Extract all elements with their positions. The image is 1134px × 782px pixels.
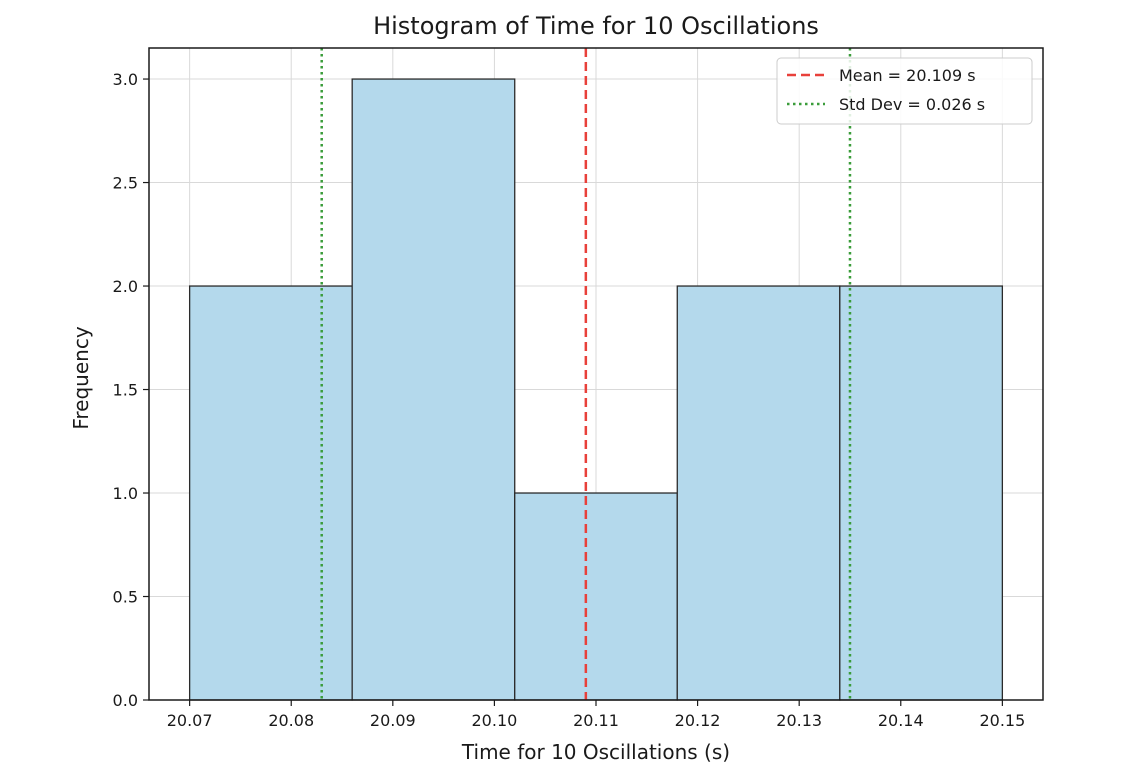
y-tick-label-4: 2.0 bbox=[113, 277, 138, 296]
x-tick-label-5: 20.12 bbox=[675, 711, 721, 730]
histogram-bar-2 bbox=[514, 492, 678, 701]
y-axis-label: Frequency bbox=[69, 326, 93, 429]
x-tick-label-3: 20.10 bbox=[472, 711, 518, 730]
y-axis-ticks: 0.0 0.5 1.0 1.5 2.0 2.5 3.0 bbox=[113, 70, 149, 710]
x-tick-label-7: 20.14 bbox=[878, 711, 924, 730]
x-tick-label-8: 20.15 bbox=[979, 711, 1025, 730]
x-axis-ticks: 20.07 20.08 20.09 20.10 20.11 20.12 20.13 20.14… bbox=[167, 700, 1025, 730]
x-tick-label-2: 20.09 bbox=[370, 711, 416, 730]
y-tick-label-6: 3.0 bbox=[113, 70, 138, 89]
x-axis-label: Time for 10 Oscillations (s) bbox=[461, 740, 730, 764]
x-tick-label-1: 20.08 bbox=[268, 711, 314, 730]
legend-label-mean: Mean = 20.109 s bbox=[839, 66, 976, 85]
histogram-bar-3 bbox=[676, 285, 841, 701]
y-tick-label-2: 1.0 bbox=[113, 484, 138, 503]
y-tick-label-5: 2.5 bbox=[113, 174, 138, 193]
x-tick-label-6: 20.13 bbox=[776, 711, 822, 730]
y-tick-label-1: 0.5 bbox=[113, 588, 138, 607]
histogram-bars bbox=[188, 78, 1004, 701]
y-tick-label-0: 0.0 bbox=[113, 691, 138, 710]
reference-lines bbox=[320, 48, 852, 700]
legend-box bbox=[776, 57, 1033, 125]
legend: Mean = 20.109 s Std Dev = 0.026 s bbox=[776, 57, 1033, 125]
x-tick-label-0: 20.07 bbox=[167, 711, 213, 730]
histogram-bar-0 bbox=[188, 285, 353, 701]
chart-title: Histogram of Time for 10 Oscillations bbox=[373, 12, 819, 40]
histogram-bar-4 bbox=[839, 285, 1004, 701]
y-tick-label-3: 1.5 bbox=[113, 381, 138, 400]
legend-label-std-dev: Std Dev = 0.026 s bbox=[839, 95, 985, 114]
histogram-bar-1 bbox=[351, 78, 516, 701]
x-tick-label-4: 20.11 bbox=[573, 711, 619, 730]
